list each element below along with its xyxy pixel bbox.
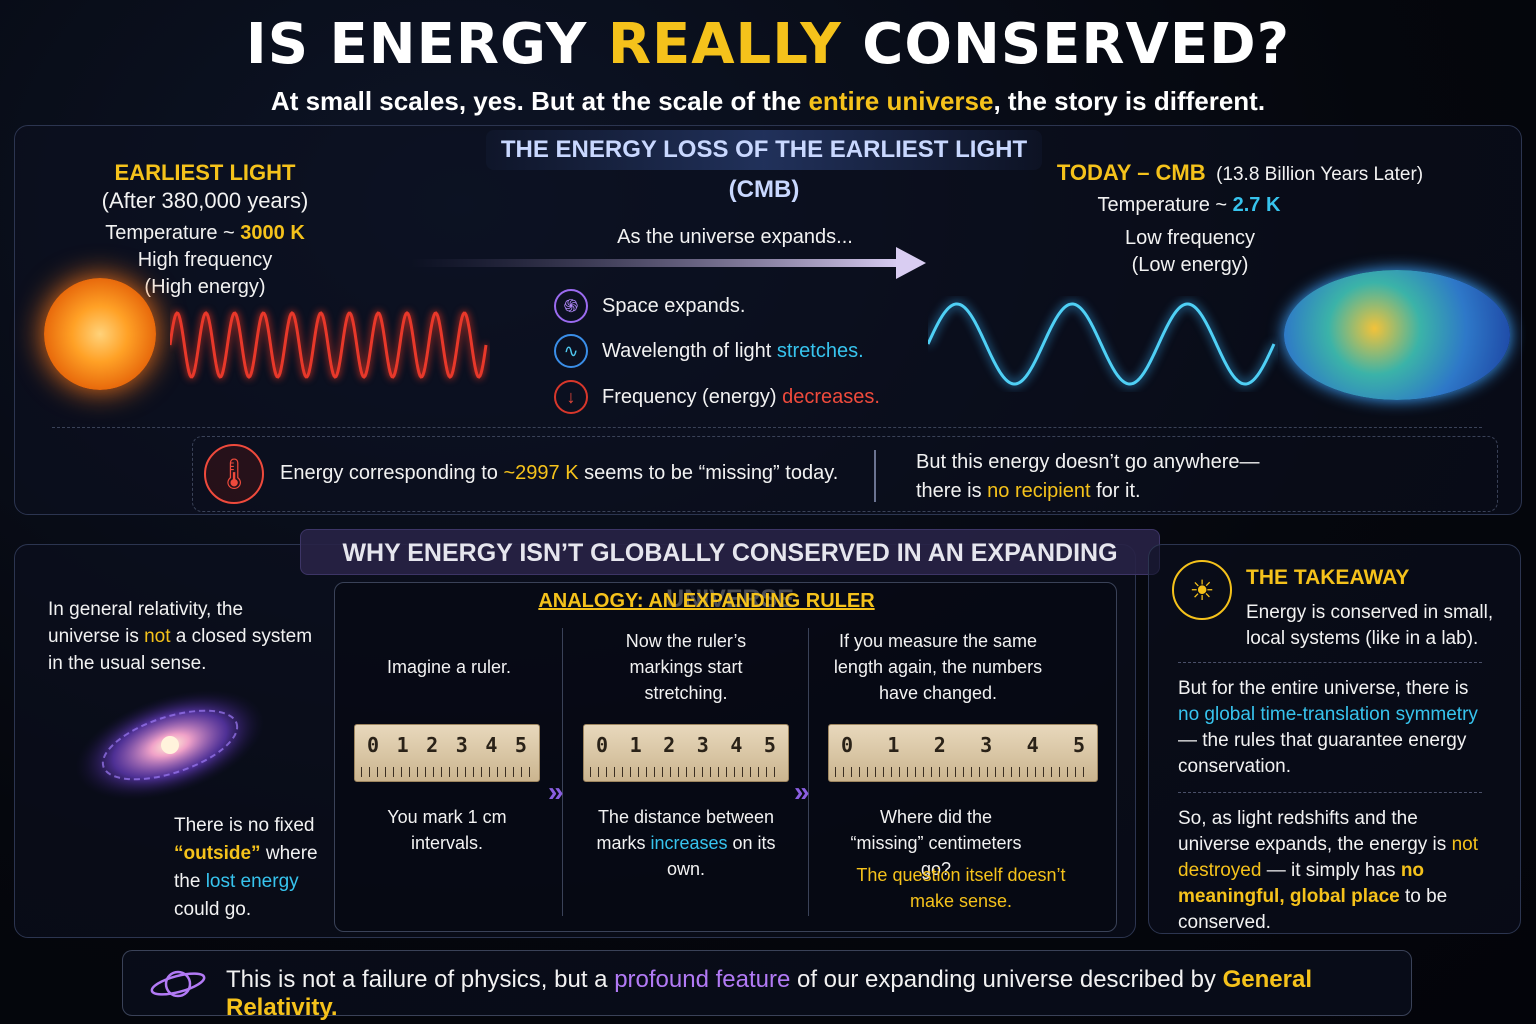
analogy-step-2-top: Now the ruler’s markings start stretchin… (625, 631, 747, 703)
point-wavelength-stretches: ∿ Wavelength of light stretches. (554, 334, 864, 368)
galaxy-icon (75, 690, 265, 800)
chevron-right-icon: » (548, 776, 564, 807)
down-arrow-icon: ↓ (554, 380, 588, 414)
expansion-arrow-icon (410, 247, 926, 279)
missing-energy-text: Energy corresponding to ~2997 K seems to… (280, 462, 839, 484)
takeaway-point-1: Energy is conserved in small, local syst… (1246, 602, 1494, 649)
divider (52, 424, 1482, 428)
planet-icon (150, 970, 206, 998)
earliest-time: (After 380,000 years) (101, 188, 309, 213)
earliest-frequency: High frequency (137, 249, 273, 271)
general-relativity-text: In general relativity, the universe is n… (48, 599, 313, 674)
divider (808, 628, 809, 916)
spiral-icon: ֍ (554, 289, 588, 323)
footer-text: This is not a failure of physics, but a … (226, 966, 1312, 1021)
earliest-heading: EARLIEST LIGHT (114, 160, 296, 185)
analogy-step-1-bottom: You mark 1 cm intervals. (387, 807, 507, 853)
analogy-step-2-bottom: The distance between marks increases on … (596, 807, 776, 879)
sun-icon (44, 278, 156, 390)
divider (562, 628, 563, 916)
cmb-section-banner: THE ENERGY LOSS OF THE EARLIEST LIGHT (C… (486, 130, 1042, 203)
today-frequency: Low frequency (1124, 227, 1256, 249)
analogy-answer: The question itself doesn’t make sense. (856, 865, 1066, 911)
expansion-label: As the universe expands... (617, 226, 853, 248)
earliest-energy: (High energy) (144, 276, 266, 298)
takeaway-heading: THE TAKEAWAY (1246, 566, 1410, 589)
point-space-expands: ֍ Space expands. (554, 289, 745, 323)
cmb-map-icon (1284, 270, 1510, 400)
earliest-light-block: EARLIEST LIGHT (After 380,000 years) Tem… (60, 160, 350, 301)
today-temp: Temperature ~ 2.7 K (1097, 194, 1281, 216)
high-frequency-wave-icon (170, 311, 488, 379)
divider (1178, 662, 1482, 663)
page-title: IS ENERGY REALLY CONSERVED? (245, 12, 1291, 77)
no-outside-text: There is no fixed “outside” where the lo… (174, 815, 318, 920)
no-recipient-text: But this energy doesn’t go anywhere— the… (916, 451, 1260, 502)
analogy-step-3-bottom: Where did the “missing” centimeters go? (850, 807, 1022, 879)
chevron-right-icon: » (794, 776, 810, 807)
today-cmb-block: TODAY – CMB (13.8 Billion Years Later) T… (1040, 160, 1440, 279)
analogy-step-1-top: Imagine a ruler. (386, 657, 512, 677)
why-section-banner: WHY ENERGY ISN’T GLOBALLY CONSERVED IN A… (300, 529, 1160, 613)
takeaway-point-3: So, as light redshifts and the universe … (1178, 808, 1478, 933)
thermometer-icon: 🌡 (204, 444, 264, 504)
divider (874, 450, 876, 502)
wave-icon: ∿ (554, 334, 588, 368)
today-energy: (Low energy) (1131, 254, 1249, 276)
divider (1178, 792, 1482, 793)
analogy-step-3-top: If you measure the same length again, th… (833, 631, 1043, 703)
today-heading: TODAY – CMB (1056, 160, 1206, 185)
earliest-temp: Temperature ~ 3000 K (105, 222, 305, 244)
takeaway-point-2: But for the entire universe, there is no… (1178, 678, 1478, 777)
today-time: (13.8 Billion Years Later) (1216, 164, 1424, 185)
footer-box (122, 950, 1412, 1016)
missing-energy-box (192, 436, 1498, 512)
low-frequency-wave-icon (928, 302, 1276, 386)
point-frequency-decreases: ↓ Frequency (energy) decreases. (554, 380, 880, 414)
lightbulb-icon: ☀ (1172, 560, 1232, 620)
analogy-title: ANALOGY: AN EXPANDING RULER (538, 590, 875, 612)
page-subtitle: At small scales, yes. But at the scale o… (270, 86, 1266, 116)
